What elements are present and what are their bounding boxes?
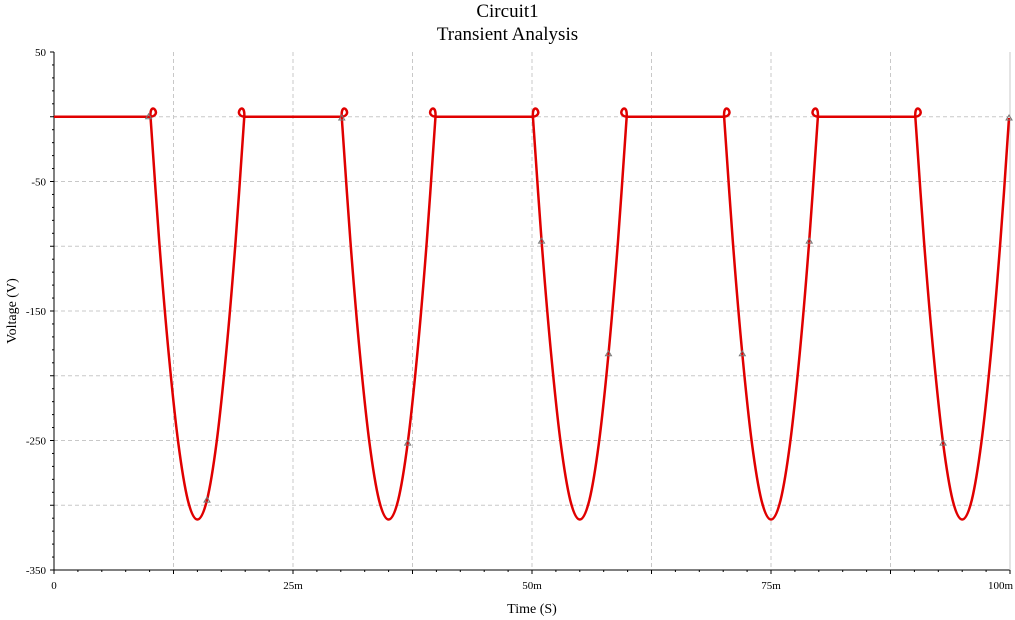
y-tick-label: -50 [31, 177, 46, 189]
series-marker [337, 114, 346, 121]
chart-subtitle: Transient Analysis [436, 24, 579, 45]
x-tick-label: 100m [988, 580, 1014, 592]
x-tick-label: 0 [51, 580, 57, 592]
series-marker [805, 237, 814, 244]
series-marker [537, 237, 546, 244]
series-marker [403, 439, 412, 446]
chart-title: Circuit1 [476, 1, 539, 22]
x-axis-label: Time (S) [507, 602, 557, 617]
y-tick-label: -350 [26, 565, 47, 577]
x-tick-label: 75m [761, 580, 781, 592]
tick-labels: 0 25m 50m 75m 100m 50 -50 -150 -250 -350 [26, 47, 1014, 592]
series-marker [939, 439, 947, 446]
series-line [54, 107, 1011, 521]
series-marker [1005, 114, 1013, 121]
axes [50, 51, 1011, 574]
series-marker [203, 496, 211, 503]
x-tick-label: 25m [283, 580, 303, 592]
y-tick-label: -250 [26, 436, 47, 448]
series-marker [738, 349, 747, 357]
y-tick-label: -150 [26, 306, 47, 318]
series-layer [54, 107, 1013, 521]
series-marker [144, 112, 153, 120]
y-axis-label: Voltage (V) [5, 278, 20, 344]
grid [54, 52, 1010, 570]
x-tick-label: 50m [522, 580, 542, 592]
y-tick-label: 50 [35, 47, 47, 59]
series-marker [604, 349, 613, 357]
